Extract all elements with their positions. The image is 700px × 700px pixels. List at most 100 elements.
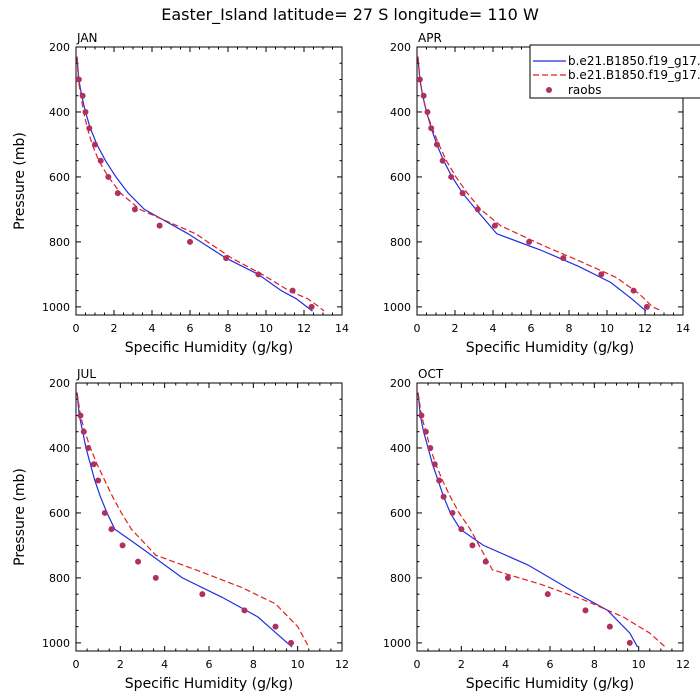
- panel-oct: OCT 0 2 4 6 8 10 12 200 400 600 800 1000 Specific Hum…: [383, 367, 690, 692]
- raobs-point-oct-1: [422, 428, 429, 435]
- panel-label-oct: OCT: [418, 367, 444, 381]
- raobs-point-jul-0: [77, 412, 84, 419]
- raobs-point-jan-0: [76, 76, 82, 83]
- x-tick-label-jul-2: 4: [161, 658, 168, 671]
- raobs-point-oct-2: [427, 444, 434, 451]
- x-tick-label-jan-1: 2: [111, 322, 118, 335]
- x-tick-label-jan-4: 8: [225, 322, 232, 335]
- model-2-line-apr: [417, 56, 663, 312]
- x-tick-label-apr-2: 4: [490, 322, 497, 335]
- x-tick-label-oct-4: 8: [591, 658, 598, 671]
- figure-title: Easter_Island latitude= 27 S longitude= …: [161, 5, 539, 25]
- panel-frame-jan: [75, 46, 343, 316]
- y-tick-label-jul-3: 800: [49, 572, 70, 585]
- raobs-point-jul-3: [90, 461, 97, 468]
- y-tick-label-oct-1: 400: [390, 442, 411, 455]
- raobs-point-jul-11: [241, 607, 248, 614]
- y-tick-label-apr-0: 200: [390, 41, 411, 54]
- x-tick-label-apr-5: 10: [600, 322, 614, 335]
- x-tick-label-jul-5: 10: [291, 658, 305, 671]
- y-tick-label-jan-0: 200: [49, 41, 70, 54]
- x-tick-label-jan-0: 0: [73, 322, 80, 335]
- raobs-point-apr-2: [424, 108, 431, 115]
- raobs-point-jul-13: [288, 639, 295, 646]
- panels: JAN 0 2 4 6 8 10 12 14 200 400 600 800 1000 Specific H…: [12, 31, 690, 692]
- legend: b.e21.B1850.f19_g17. b.e21.B1850.f19_g17…: [529, 44, 700, 99]
- y-axis-label-jan: Pressure (mb): [12, 132, 28, 230]
- x-axis-label-jan: Specific Humidity (g/kg): [125, 340, 293, 356]
- legend-label-model-1: b.e21.B1850.f19_g17.: [568, 54, 700, 68]
- raobs-point-jul-2: [85, 444, 92, 451]
- raobs-point-apr-3: [428, 125, 435, 132]
- raobs-point-oct-13: [606, 623, 613, 630]
- raobs-point-jan-8: [131, 206, 138, 213]
- raobs-point-oct-6: [449, 509, 456, 516]
- raobs-point-oct-11: [544, 591, 551, 598]
- raobs-point-oct-14: [626, 639, 633, 646]
- x-tick-label-apr-4: 8: [566, 322, 573, 335]
- panel-label-jan: JAN: [76, 31, 98, 45]
- y-tick-label-oct-0: 200: [390, 377, 411, 390]
- raobs-point-apr-1: [420, 92, 427, 99]
- raobs-point-apr-13: [630, 287, 637, 294]
- x-tick-label-oct-3: 6: [547, 658, 554, 671]
- y-tick-label-jan-1: 400: [49, 106, 70, 119]
- x-tick-label-jan-3: 6: [187, 322, 194, 335]
- y-tick-label-jul-0: 200: [49, 377, 70, 390]
- raobs-point-jan-7: [114, 190, 121, 197]
- x-tick-label-jan-7: 14: [335, 322, 349, 335]
- x-tick-label-oct-1: 2: [458, 658, 465, 671]
- raobs-point-apr-0: [417, 76, 423, 83]
- y-tick-label-jan-2: 600: [49, 171, 70, 184]
- raobs-point-apr-11: [560, 255, 567, 262]
- y-tick-label-oct-2: 600: [390, 507, 411, 520]
- x-tick-label-apr-1: 2: [452, 322, 459, 335]
- legend-label-raobs: raobs: [568, 83, 602, 97]
- raobs-point-oct-8: [469, 542, 476, 549]
- x-tick-label-oct-5: 10: [632, 658, 646, 671]
- raobs-point-jan-11: [223, 255, 230, 262]
- raobs-point-jul-9: [152, 574, 159, 581]
- legend-swatch-raobs: [546, 87, 552, 93]
- raobs-point-oct-0: [418, 412, 425, 419]
- raobs-point-jan-3: [86, 125, 93, 132]
- x-tick-label-oct-2: 4: [502, 658, 509, 671]
- panel-frame-oct: [416, 382, 684, 652]
- model-2-line-oct: [417, 392, 666, 648]
- raobs-point-jan-12: [255, 271, 262, 278]
- x-tick-label-apr-7: 14: [676, 322, 690, 335]
- raobs-point-jul-10: [199, 591, 206, 598]
- raobs-point-apr-10: [526, 238, 533, 245]
- x-tick-label-jul-3: 6: [206, 658, 213, 671]
- x-axis-label-apr: Specific Humidity (g/kg): [466, 340, 634, 356]
- panel-jul: JUL 0 2 4 6 8 10 12 200 400 600 800 1000 Specific Hum…: [12, 367, 349, 692]
- x-tick-label-jan-5: 10: [259, 322, 273, 335]
- y-tick-label-apr-3: 800: [390, 236, 411, 249]
- y-tick-label-oct-4: 1000: [383, 637, 411, 650]
- y-tick-label-jan-3: 800: [49, 236, 70, 249]
- plot-area-jul: [76, 392, 310, 648]
- raobs-point-apr-14: [643, 303, 650, 310]
- raobs-point-apr-6: [448, 173, 455, 180]
- y-tick-label-oct-3: 800: [390, 572, 411, 585]
- raobs-point-jan-14: [308, 303, 315, 310]
- x-tick-label-jul-6: 12: [335, 658, 349, 671]
- x-tick-label-apr-3: 6: [528, 322, 535, 335]
- raobs-point-apr-4: [433, 141, 440, 148]
- raobs-point-jan-6: [105, 173, 112, 180]
- plot-area-apr: [417, 56, 663, 312]
- raobs-point-jan-9: [156, 222, 163, 229]
- raobs-point-apr-9: [491, 222, 498, 229]
- raobs-point-oct-3: [431, 461, 438, 468]
- x-tick-label-oct-0: 0: [414, 658, 421, 671]
- raobs-point-jan-4: [92, 141, 98, 148]
- plot-area-oct: [417, 392, 666, 648]
- model-1-line-jan: [76, 56, 313, 312]
- y-tick-label-apr-1: 400: [390, 106, 411, 119]
- raobs-point-apr-8: [474, 206, 481, 213]
- model-2-line-jul: [76, 392, 310, 648]
- raobs-point-jul-12: [272, 623, 279, 630]
- raobs-point-oct-12: [582, 607, 589, 614]
- panel-label-jul: JUL: [76, 367, 96, 381]
